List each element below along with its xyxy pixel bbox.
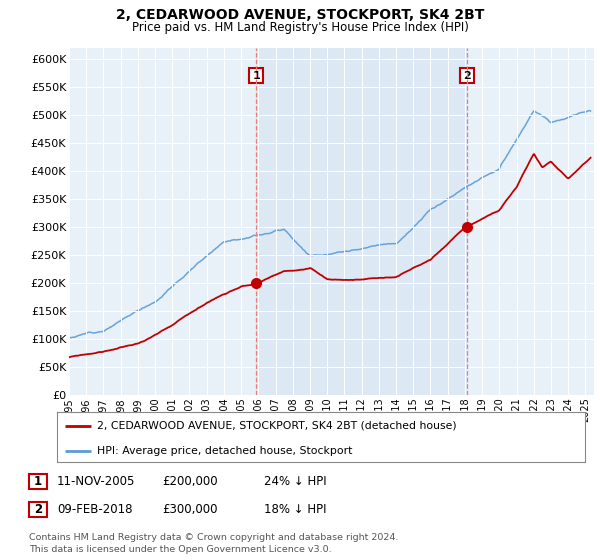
- Text: 2: 2: [34, 503, 42, 516]
- Text: 2, CEDARWOOD AVENUE, STOCKPORT, SK4 2BT (detached house): 2, CEDARWOOD AVENUE, STOCKPORT, SK4 2BT …: [97, 421, 456, 431]
- Text: £300,000: £300,000: [162, 503, 218, 516]
- Text: 2: 2: [463, 71, 471, 81]
- Text: 11-NOV-2005: 11-NOV-2005: [57, 475, 136, 488]
- Text: £200,000: £200,000: [162, 475, 218, 488]
- Text: Contains HM Land Registry data © Crown copyright and database right 2024.
This d: Contains HM Land Registry data © Crown c…: [29, 533, 398, 554]
- Text: 09-FEB-2018: 09-FEB-2018: [57, 503, 133, 516]
- Text: 2, CEDARWOOD AVENUE, STOCKPORT, SK4 2BT: 2, CEDARWOOD AVENUE, STOCKPORT, SK4 2BT: [116, 8, 484, 22]
- Bar: [256, 48, 467, 395]
- Text: HPI: Average price, detached house, Stockport: HPI: Average price, detached house, Stoc…: [97, 446, 352, 456]
- Text: 1: 1: [252, 71, 260, 81]
- Text: 24% ↓ HPI: 24% ↓ HPI: [264, 475, 326, 488]
- Text: 18% ↓ HPI: 18% ↓ HPI: [264, 503, 326, 516]
- Text: 1: 1: [34, 475, 42, 488]
- Text: Price paid vs. HM Land Registry's House Price Index (HPI): Price paid vs. HM Land Registry's House …: [131, 21, 469, 34]
